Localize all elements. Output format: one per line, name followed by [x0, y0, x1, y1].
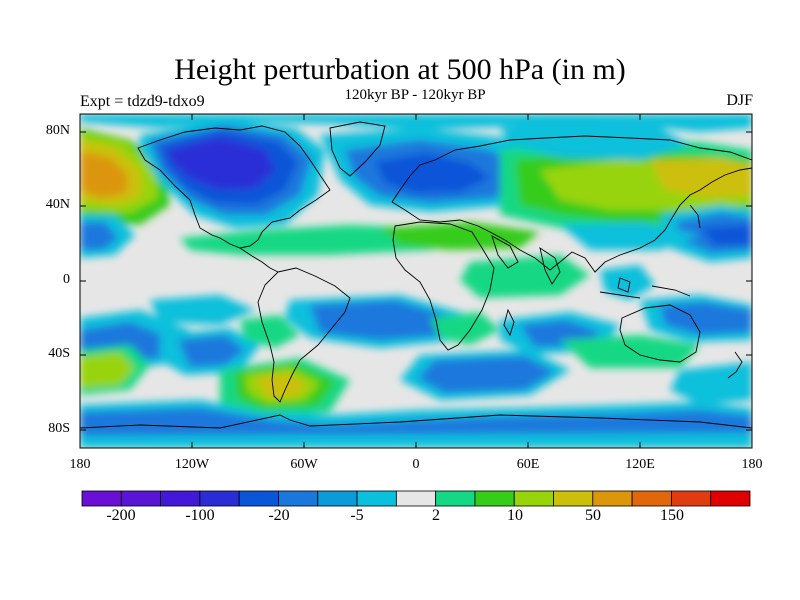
lon-ticks — [79, 114, 753, 448]
colorbar-box — [592, 490, 633, 507]
colorbar-box — [671, 490, 712, 507]
colorbar-box — [553, 490, 594, 507]
colorbar-label: 150 — [660, 507, 684, 524]
colorbar-label: -5 — [350, 507, 364, 524]
coastlines — [80, 121, 752, 429]
colorbar-label: 10 — [507, 507, 523, 524]
lat-label-40n: 40N — [45, 197, 70, 212]
lon-label-180e: 180 — [741, 457, 763, 472]
colorbar-box — [435, 490, 476, 507]
lat-label-80s: 80S — [48, 421, 70, 436]
colorbar-box — [513, 490, 554, 507]
colorbar-box — [710, 490, 751, 507]
colorbar — [81, 490, 751, 507]
period-label: 120kyr BP - 120kyr BP — [344, 87, 486, 103]
colorbar-box — [81, 490, 122, 507]
colorbar-box — [160, 490, 201, 507]
colorbar-box — [356, 490, 397, 507]
lat-ticks — [80, 131, 752, 431]
colorbar-box — [278, 490, 319, 507]
colorbar-label: 50 — [585, 507, 601, 524]
season-label: DJF — [726, 92, 753, 109]
colorbar-label: 2 — [432, 507, 440, 524]
lon-label-60w: 60W — [290, 457, 318, 472]
colorbar-box — [199, 490, 240, 507]
colorbar-box — [238, 490, 279, 507]
lat-label-80n: 80N — [45, 123, 70, 138]
colorbar-box — [474, 490, 515, 507]
plot-title: Height perturbation at 500 hPa (in m) — [174, 53, 626, 86]
colorbar-box — [395, 490, 437, 507]
lat-label-0: 0 — [63, 272, 70, 287]
lon-label-60e: 60E — [516, 457, 540, 472]
colorbar-box — [631, 490, 672, 507]
lon-label-0: 0 — [412, 457, 420, 472]
colorbar-label: -20 — [268, 507, 290, 524]
colorbar-box — [317, 490, 358, 507]
colorbar-label: -100 — [185, 507, 215, 524]
colorbar-box — [120, 490, 161, 507]
lon-label-120e: 120E — [625, 457, 655, 472]
lat-label-40s: 40S — [48, 346, 70, 361]
colorbar-label: -200 — [106, 507, 136, 524]
experiment-label: Expt = tdzd9-tdxo9 — [80, 93, 205, 110]
lon-label-180w: 180 — [69, 457, 91, 472]
lon-label-120w: 120W — [174, 457, 210, 472]
height-field — [80, 114, 752, 448]
